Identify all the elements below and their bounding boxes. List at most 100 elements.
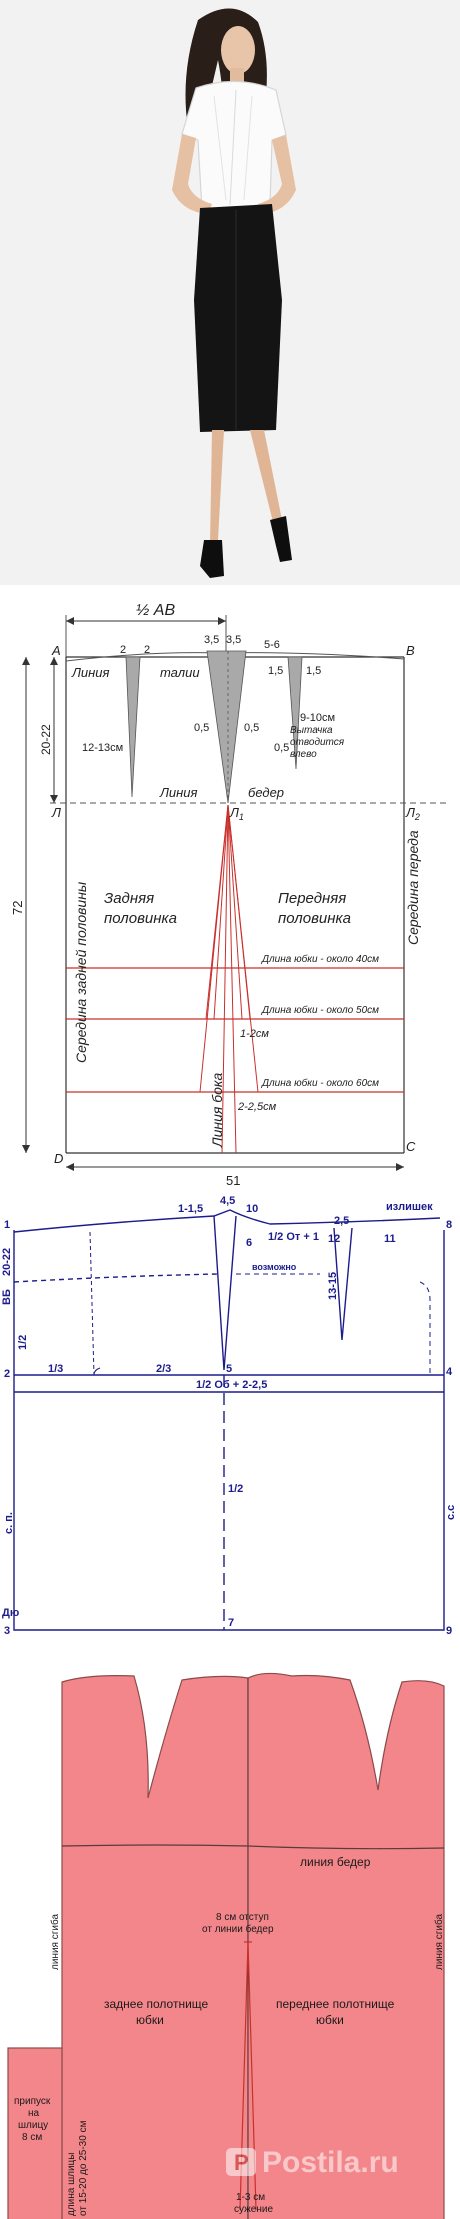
point-b: B [406,643,415,658]
p3-offset-2: от линии бедер [202,1923,274,1935]
skirt-pattern-diagram-2: 1-1,5 4,5 10 6 2,5 излишек 8 11 12 1 1/2… [0,1190,460,1670]
dim-2-left: 2 [120,644,126,656]
p2-half-b: 1/2 [228,1483,243,1495]
p2-3: 3 [4,1625,10,1637]
p3-allow-1: припуск [14,2096,51,2107]
dim-5-6: 5-6 [264,639,280,651]
p2-half-a: 1/2 [17,1335,29,1350]
side-1-2-label: 1-2см [240,1028,269,1040]
p2-vb: ВБ [1,1289,13,1305]
back-dart [125,656,141,798]
postila-watermark: P Postila.ru [226,2146,399,2179]
p2-45: 4,5 [220,1195,235,1207]
p3-hip-line-label: линия бедер [300,1855,371,1869]
svg-text:Postila.ru: Postila.ru [262,2146,399,2179]
p2-8: 8 [446,1219,452,1231]
p2-9: 9 [446,1625,452,1637]
p2-ss: с.с [445,1505,457,1520]
p2-11: 11 [384,1233,396,1245]
point-d: D [54,1151,63,1166]
p3-narrow-2: сужение [234,2204,273,2215]
p2-half-ot: 1/2 От + 1 [268,1231,319,1243]
back-half-label-2: половинка [104,910,177,927]
p3-fold-left: линия сгиба [49,1914,61,1970]
point-c: C [406,1139,416,1154]
p2-half-ob: 1/2 Об + 2-2,5 [196,1379,267,1391]
pattern-2-svg: 1-1,5 4,5 10 6 2,5 излишек 8 11 12 1 1/2… [0,1190,460,1670]
p3-offset-1: 8 см отступ [216,1912,269,1923]
p3-front-label-2: юбки [316,2013,344,2027]
p3-slit-1: длина шлицы [66,2153,77,2216]
front-center-label: Середина переда [405,830,421,945]
dim-35-right: 3,5 [226,634,241,646]
point-l1: Л1 [229,805,244,822]
dim-15-right: 1,5 [306,665,321,677]
p3-allow-2: на [28,2108,40,2119]
side-dart [206,650,247,804]
p2-1-15: 1-1,5 [178,1203,203,1215]
dart-note-3: влево [290,749,317,760]
dim-12-13: 12-13см [82,742,123,754]
p2-20-22: 20-22 [1,1248,13,1276]
p2-dyu: Дю [2,1607,19,1619]
p3-allow-3: шлицу [18,2120,48,2131]
p2-6: 6 [246,1237,252,1249]
svg-text:P: P [234,2150,249,2175]
p2-sp: с. п. [3,1512,15,1534]
p3-back-label-2: юбки [136,2013,164,2027]
hip-line-label-1: Линия [159,785,198,800]
model-photo [0,0,460,585]
dim-72: 72 [10,901,25,915]
p2-10: 10 [246,1203,258,1215]
half-ab-label: ½ АВ [136,602,175,619]
skirt-pattern-diagram-1: ½ АВ [0,585,460,1190]
pattern-3-svg: линия бедер линия сгиба линия сгиба 8 см… [0,1670,460,2219]
dim-9-10: 9-10см [300,712,335,724]
p2-4: 4 [446,1366,453,1378]
length-60-label: Длина юбки - около 60см [261,1077,379,1089]
dart-note-1: Вытачка [290,725,333,736]
p2-7: 7 [228,1617,234,1629]
p2-13-15: 13-15 [327,1272,339,1300]
p3-narrow-1: 1-3 см [236,2192,265,2203]
p2-12: 12 [328,1233,340,1245]
p2-possible: возможно [252,1262,297,1272]
dim-20-22: 20-22 [39,724,53,755]
pattern-1-svg: ½ АВ [0,585,460,1190]
front-dart [287,656,303,770]
point-a: A [51,643,61,658]
dim-2-right: 2 [144,644,150,656]
p2-2: 2 [4,1368,10,1380]
point-l: Л [51,805,61,820]
point-l2: Л2 [405,805,420,822]
p3-slit-2: от 15-20 до 25-30 см [78,2120,89,2216]
waist-line-label-2: талии [160,665,200,680]
back-panel [61,1675,249,2219]
p2-1: 1 [4,1219,10,1231]
slit-allowance [7,2047,63,2219]
p2-third: 1/3 [48,1363,63,1375]
front-half-label-2: половинка [278,910,351,927]
waist-line-label-1: Линия [71,665,110,680]
front-panel [247,1672,445,2219]
side-flare-lines [199,804,259,1154]
p2-excess: излишек [386,1201,433,1213]
dim-05-right: 0,5 [244,722,259,734]
p3-allow-4: 8 см [22,2132,42,2143]
p3-fold-right: линия сгиба [433,1914,445,1970]
dim-05-front: 0,5 [274,742,289,754]
back-center-label: Середина задней половины [73,881,89,1063]
dim-15-left: 1,5 [268,665,283,677]
hip-line-label-2: бедер [248,785,284,800]
skirt-pattern-diagram-3: линия бедер линия сгиба линия сгиба 8 см… [0,1670,460,2219]
p2-25: 2,5 [334,1215,349,1227]
length-50-label: Длина юбки - около 50см [261,1004,379,1016]
back-half-label-1: Задняя [104,890,154,907]
p3-back-label-1: заднее полотнище [104,1997,209,2011]
width-51-label: 51 [226,1173,240,1188]
p2-two-third: 2/3 [156,1363,171,1375]
dart-note-2: отводится [290,737,345,748]
length-40-label: Длина юбки - около 40см [261,953,379,965]
p3-front-label-1: переднее полотнище [276,1997,395,2011]
dim-35-left: 3,5 [204,634,219,646]
